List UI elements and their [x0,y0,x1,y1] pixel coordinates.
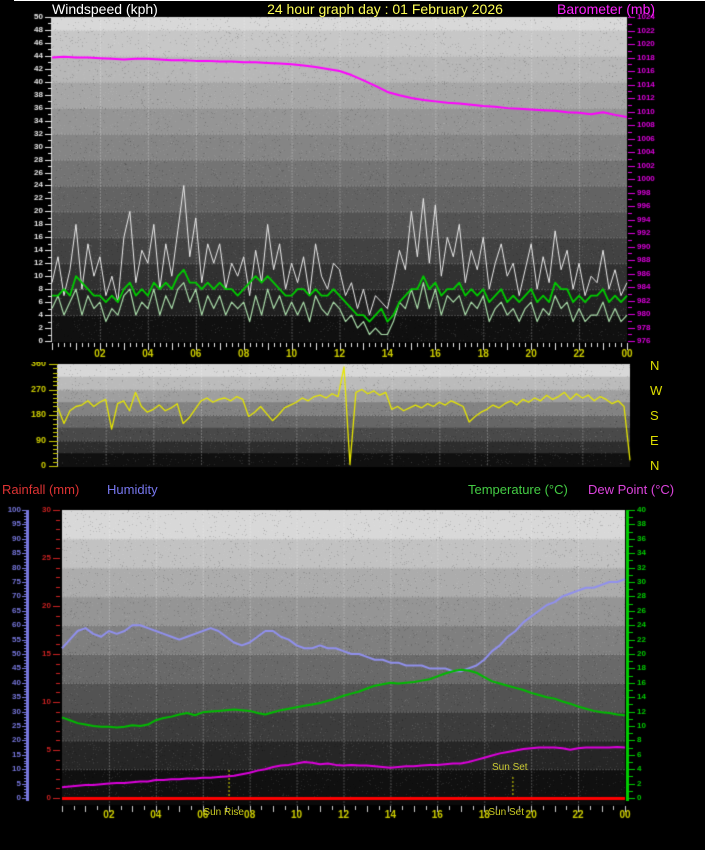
windspeed-axis-title: Windspeed (kph) [52,1,158,17]
barometer-axis-title: Barometer (mb) [557,1,656,17]
humidity-axis-title: Humidity [107,482,158,497]
wind-direction-chart [0,362,705,480]
compass-letter-w: W [650,383,663,398]
sunset-chart-label: Sun Set [492,762,528,773]
temperature-axis-title: Temperature (°C) [468,482,568,497]
sunrise-axis-label: Sun Rise [203,807,244,818]
compass-letter-s: S [650,408,659,423]
top-border-line [14,0,705,1]
sunset-axis-label: Sun Set [488,807,524,818]
dewpoint-axis-title: Dew Point (°C) [588,482,675,497]
compass-letter-n-bottom: N [650,458,660,473]
compass-letter-e: E [650,433,659,448]
compass-letter-n-top: N [650,358,660,373]
graph-title: 24 hour graph day : 01 February 2026 [267,1,503,17]
windspeed-barometer-chart [0,0,705,362]
rainfall-axis-title: Rainfall (mm) [2,482,80,497]
rain-humidity-temperature-chart [0,500,705,850]
